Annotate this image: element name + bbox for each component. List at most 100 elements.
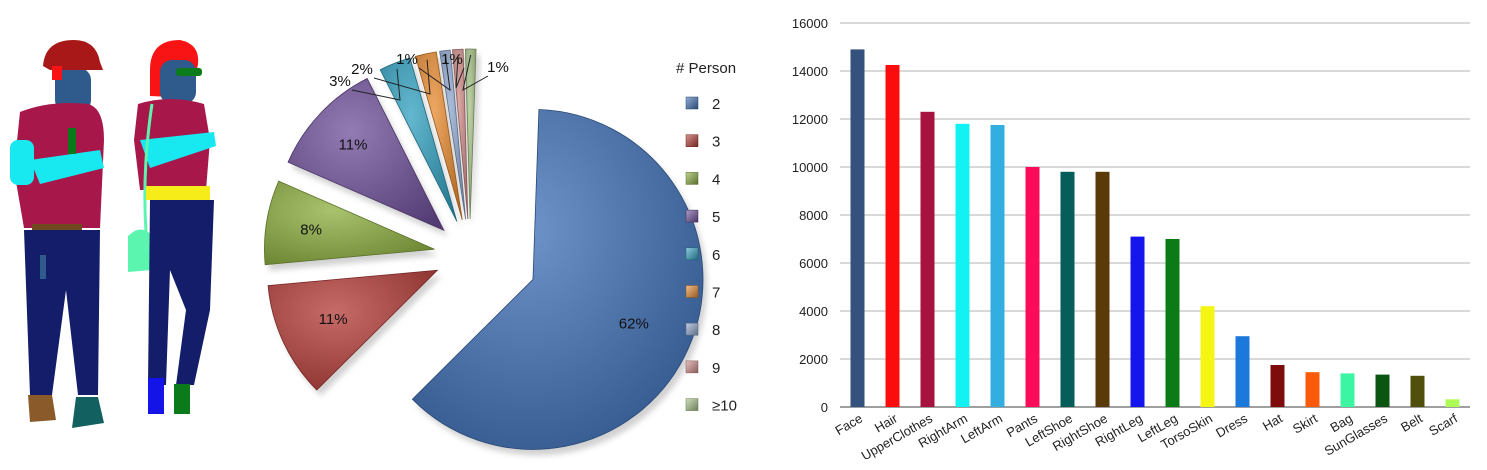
p1-left-arm bbox=[30, 150, 104, 184]
y-tick-label: 10000 bbox=[792, 160, 828, 175]
bar-torsoskin bbox=[1200, 306, 1215, 407]
legend-swatch bbox=[685, 247, 699, 261]
bar-pants bbox=[1025, 167, 1040, 407]
y-tick-label: 6000 bbox=[799, 256, 828, 271]
pie-slice-2 bbox=[267, 269, 439, 391]
pie-slice-8 bbox=[452, 48, 469, 220]
y-tick-label: 4000 bbox=[799, 304, 828, 319]
bar-upperclothes bbox=[920, 111, 935, 408]
p1-hat bbox=[43, 40, 103, 70]
p2-right-shoe bbox=[174, 384, 190, 414]
x-category-label: Belt bbox=[1398, 410, 1425, 434]
x-category-label: Hat bbox=[1260, 410, 1285, 433]
pie-slice-6 bbox=[414, 51, 463, 220]
bar-belt bbox=[1410, 375, 1425, 407]
legend-swatch bbox=[685, 209, 699, 223]
y-tick-label: 14000 bbox=[792, 64, 828, 79]
legend-label: 2 bbox=[712, 96, 720, 113]
pie-value-label: 11% bbox=[319, 311, 348, 328]
p1-sunglasses bbox=[68, 128, 76, 154]
pie-slice-7 bbox=[439, 49, 467, 220]
legend-label: 7 bbox=[712, 285, 720, 302]
pie-slice-5 bbox=[379, 57, 458, 222]
legend-title: # Person bbox=[676, 60, 736, 77]
legend-swatch bbox=[685, 96, 699, 110]
p1-face bbox=[55, 68, 91, 112]
legend-swatch bbox=[685, 360, 699, 374]
y-tick-label: 8000 bbox=[799, 208, 828, 223]
pie-chart bbox=[264, 48, 704, 450]
y-tick-label: 2000 bbox=[799, 352, 828, 367]
bar-sunglasses bbox=[1375, 374, 1390, 407]
x-category-label: SunGlasses bbox=[1322, 410, 1391, 458]
pie-value-label: 62% bbox=[619, 316, 649, 333]
bar-leftleg bbox=[1165, 239, 1180, 407]
legend-label: 3 bbox=[712, 134, 720, 151]
pie-value-label: 8% bbox=[300, 221, 322, 238]
person-2-mask bbox=[128, 40, 216, 414]
bar-face bbox=[850, 49, 865, 408]
pie-slice-1 bbox=[411, 109, 704, 450]
pie-leader-line bbox=[462, 54, 489, 91]
bar-leftshoe bbox=[1060, 171, 1075, 407]
pie-leader-line bbox=[351, 68, 401, 101]
x-category-label: Skirt bbox=[1290, 410, 1320, 436]
legend-label: 6 bbox=[712, 247, 720, 264]
p2-face bbox=[160, 60, 196, 104]
x-category-label: Scarf bbox=[1426, 410, 1460, 438]
p2-left-arm bbox=[140, 132, 216, 168]
legend-swatch bbox=[685, 398, 699, 411]
y-tick-label: 12000 bbox=[792, 112, 828, 127]
legend-label: 8 bbox=[712, 322, 720, 339]
pie-value-label: 1% bbox=[396, 51, 418, 68]
legend-swatch bbox=[685, 285, 699, 298]
p1-pants bbox=[24, 230, 100, 395]
bar-hair bbox=[885, 65, 900, 407]
p2-bag-strap bbox=[143, 103, 154, 233]
pie-slice-9 bbox=[464, 48, 477, 220]
p2-sunglasses bbox=[176, 68, 202, 76]
y-tick-label: 0 bbox=[821, 400, 828, 415]
legend-swatch bbox=[685, 134, 699, 147]
p2-pants bbox=[148, 200, 214, 385]
legend-label: ≥10 bbox=[712, 398, 737, 415]
legend-swatch bbox=[685, 172, 699, 185]
legend-swatch bbox=[685, 322, 699, 336]
bar-rightleg bbox=[1130, 236, 1145, 407]
bar-scarf bbox=[1445, 399, 1460, 407]
bar-chart: 0 2000 4000 6000 8000 10000 12000 14000 16000 Fa… bbox=[792, 16, 1470, 463]
p1-belt bbox=[32, 224, 82, 232]
p1-left-shoe bbox=[28, 395, 56, 422]
bar-hat bbox=[1270, 365, 1285, 407]
pie-leader-line bbox=[373, 59, 431, 95]
legend-label: 5 bbox=[712, 209, 720, 226]
legend-label: 4 bbox=[712, 171, 720, 188]
p1-right-arm bbox=[10, 140, 34, 185]
pie-slice-3 bbox=[264, 180, 435, 266]
p2-left-leg bbox=[148, 378, 164, 414]
bar-skirt bbox=[1305, 372, 1320, 407]
p1-torso-skin-a bbox=[40, 255, 46, 279]
segmentation-illustration bbox=[10, 40, 216, 428]
person-1-mask bbox=[10, 40, 104, 428]
p2-bag bbox=[128, 229, 154, 272]
y-tick-label: 16000 bbox=[792, 16, 828, 31]
bar-dress bbox=[1235, 336, 1250, 407]
pie-value-label: 1% bbox=[487, 59, 509, 76]
bar-rightshoe bbox=[1095, 171, 1110, 407]
pie-value-label: 11% bbox=[339, 136, 368, 153]
pie-value-label: 3% bbox=[329, 73, 351, 90]
legend-label: 9 bbox=[712, 360, 720, 377]
pie-slice-4 bbox=[287, 77, 445, 232]
bar-rightarm bbox=[955, 123, 970, 408]
bar-bag bbox=[1340, 373, 1355, 407]
pie-value-label: 2% bbox=[351, 61, 373, 78]
pie-leader-line bbox=[455, 55, 465, 89]
p2-belt bbox=[146, 186, 210, 200]
pie-legend: # Person 2 3 4 5 6 7 8 9 ≥10 bbox=[676, 60, 737, 415]
pie-leader-line bbox=[418, 56, 451, 92]
p1-right-shoe bbox=[72, 397, 104, 428]
x-category-label: Face bbox=[832, 411, 865, 438]
x-category-label: Dress bbox=[1213, 410, 1250, 440]
